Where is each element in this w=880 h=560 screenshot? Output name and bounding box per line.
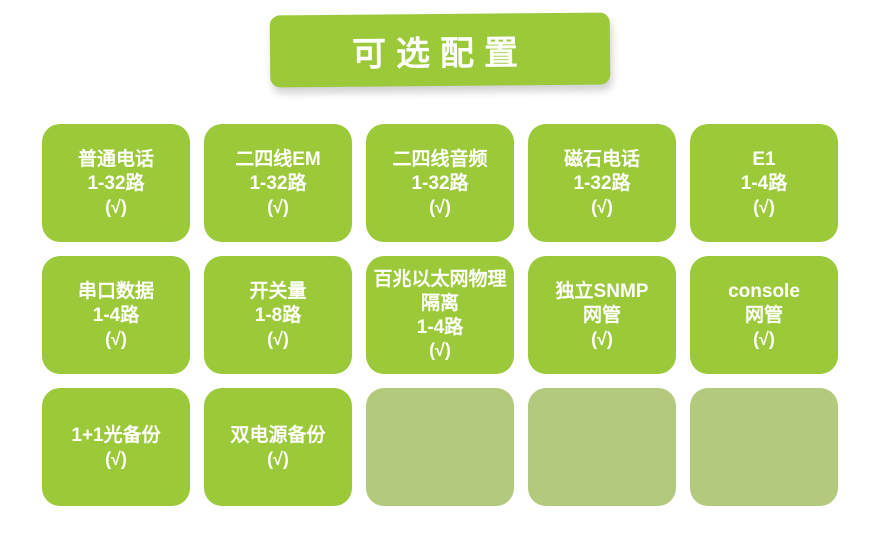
check-icon: (√) bbox=[429, 339, 451, 362]
card-title: 双电源备份 bbox=[230, 424, 325, 448]
card-sub: 网管 bbox=[745, 304, 783, 328]
card-title: E1 bbox=[752, 148, 775, 172]
config-card: 普通电话1-32路(√) bbox=[42, 124, 190, 242]
config-card: 磁石电话1-32路(√) bbox=[528, 124, 676, 242]
check-icon: (√) bbox=[267, 328, 289, 351]
check-icon: (√) bbox=[105, 448, 127, 471]
config-card: E11-4路(√) bbox=[690, 124, 838, 242]
check-icon: (√) bbox=[429, 196, 451, 219]
header-title: 可选配置 bbox=[352, 25, 528, 76]
config-card: 双电源备份(√) bbox=[204, 388, 352, 506]
check-icon: (√) bbox=[591, 328, 613, 351]
config-card: 独立SNMP网管(√) bbox=[528, 256, 676, 374]
check-icon: (√) bbox=[591, 196, 613, 219]
config-card: 二四线音频1-32路(√) bbox=[366, 124, 514, 242]
check-icon: (√) bbox=[105, 196, 127, 219]
card-sub: 1-32路 bbox=[87, 172, 144, 196]
card-title: console bbox=[728, 280, 800, 304]
check-icon: (√) bbox=[753, 328, 775, 351]
card-title: 独立SNMP bbox=[556, 280, 649, 304]
config-card: 开关量1-8路(√) bbox=[204, 256, 352, 374]
card-sub: 1-32路 bbox=[249, 172, 306, 196]
config-card-placeholder bbox=[690, 388, 838, 506]
check-icon: (√) bbox=[267, 448, 289, 471]
config-card: 百兆以太网物理隔离1-4路(√) bbox=[366, 256, 514, 374]
card-sub: 网管 bbox=[583, 304, 621, 328]
card-title: 1+1光备份 bbox=[71, 424, 160, 448]
config-grid: 普通电话1-32路(√)二四线EM1-32路(√)二四线音频1-32路(√)磁石… bbox=[42, 124, 838, 506]
card-sub: 1-4路 bbox=[417, 316, 463, 340]
card-title: 磁石电话 bbox=[564, 148, 640, 172]
card-title: 串口数据 bbox=[78, 280, 154, 304]
card-title: 百兆以太网物理隔离 bbox=[372, 268, 508, 316]
header-banner: 可选配置 bbox=[270, 13, 611, 88]
config-card: 二四线EM1-32路(√) bbox=[204, 124, 352, 242]
card-title: 二四线音频 bbox=[392, 148, 487, 172]
card-title: 普通电话 bbox=[78, 148, 154, 172]
card-sub: 1-32路 bbox=[411, 172, 468, 196]
card-sub: 1-4路 bbox=[93, 304, 139, 328]
card-sub: 1-8路 bbox=[255, 304, 301, 328]
card-title: 开关量 bbox=[249, 280, 306, 304]
card-sub: 1-4路 bbox=[741, 172, 787, 196]
config-card-placeholder bbox=[366, 388, 514, 506]
config-card: console网管(√) bbox=[690, 256, 838, 374]
config-card: 串口数据1-4路(√) bbox=[42, 256, 190, 374]
config-card-placeholder bbox=[528, 388, 676, 506]
check-icon: (√) bbox=[105, 328, 127, 351]
check-icon: (√) bbox=[267, 196, 289, 219]
check-icon: (√) bbox=[753, 196, 775, 219]
config-card: 1+1光备份(√) bbox=[42, 388, 190, 506]
card-title: 二四线EM bbox=[235, 148, 321, 172]
card-sub: 1-32路 bbox=[573, 172, 630, 196]
